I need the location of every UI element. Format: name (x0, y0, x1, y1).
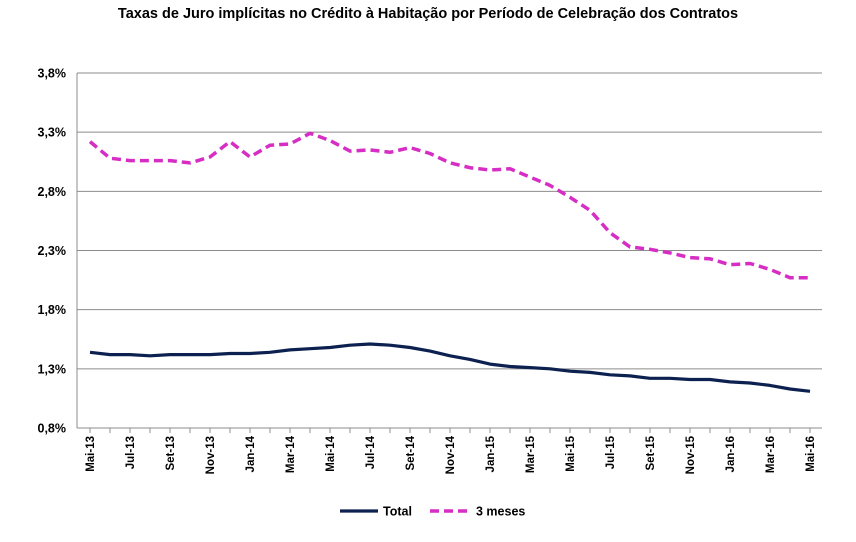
y-tick-label: 3,8% (38, 67, 67, 81)
x-tick-label: Jul-15 (605, 435, 617, 469)
x-tick-label: Jan-16 (725, 436, 737, 472)
y-tick-label: 1,8% (38, 303, 67, 317)
x-tick-label: Jan-14 (245, 435, 257, 472)
x-tick-label: Mar-14 (285, 435, 297, 473)
x-tick-label: Mai-16 (805, 436, 817, 472)
y-tick-label: 1,3% (38, 362, 67, 376)
x-tick-label: Mai-13 (85, 436, 97, 472)
chart-title: Taxas de Juro implícitas no Crédito à Ha… (117, 6, 739, 22)
x-tick-label: Nov-13 (205, 436, 217, 474)
y-tick-label: 2,8% (38, 185, 67, 199)
x-tick-label: Set-14 (405, 435, 417, 470)
x-tick-label: Mar-16 (765, 436, 777, 473)
x-tick-label: Jul-14 (365, 435, 377, 469)
legend-label: Total (383, 505, 412, 519)
x-tick-label: Set-13 (165, 436, 177, 471)
y-tick-label: 2,3% (38, 244, 67, 258)
x-tick-label: Mar-15 (525, 435, 537, 473)
x-tick-label: Mai-14 (325, 435, 337, 471)
series-line-3-meses (88, 131, 810, 280)
x-tick-label: Nov-15 (685, 435, 697, 474)
x-tick-label: Jan-15 (485, 435, 497, 472)
x-tick-label: Jul-13 (125, 436, 137, 469)
y-tick-label: 0,8% (38, 422, 67, 436)
series-line-total (89, 342, 811, 393)
y-tick-label: 3,3% (38, 126, 67, 140)
x-tick-label: Set-15 (645, 435, 657, 470)
legend-label: 3 meses (476, 505, 525, 519)
x-tick-label: Nov-14 (445, 435, 457, 474)
x-tick-label: Mai-15 (565, 435, 577, 471)
